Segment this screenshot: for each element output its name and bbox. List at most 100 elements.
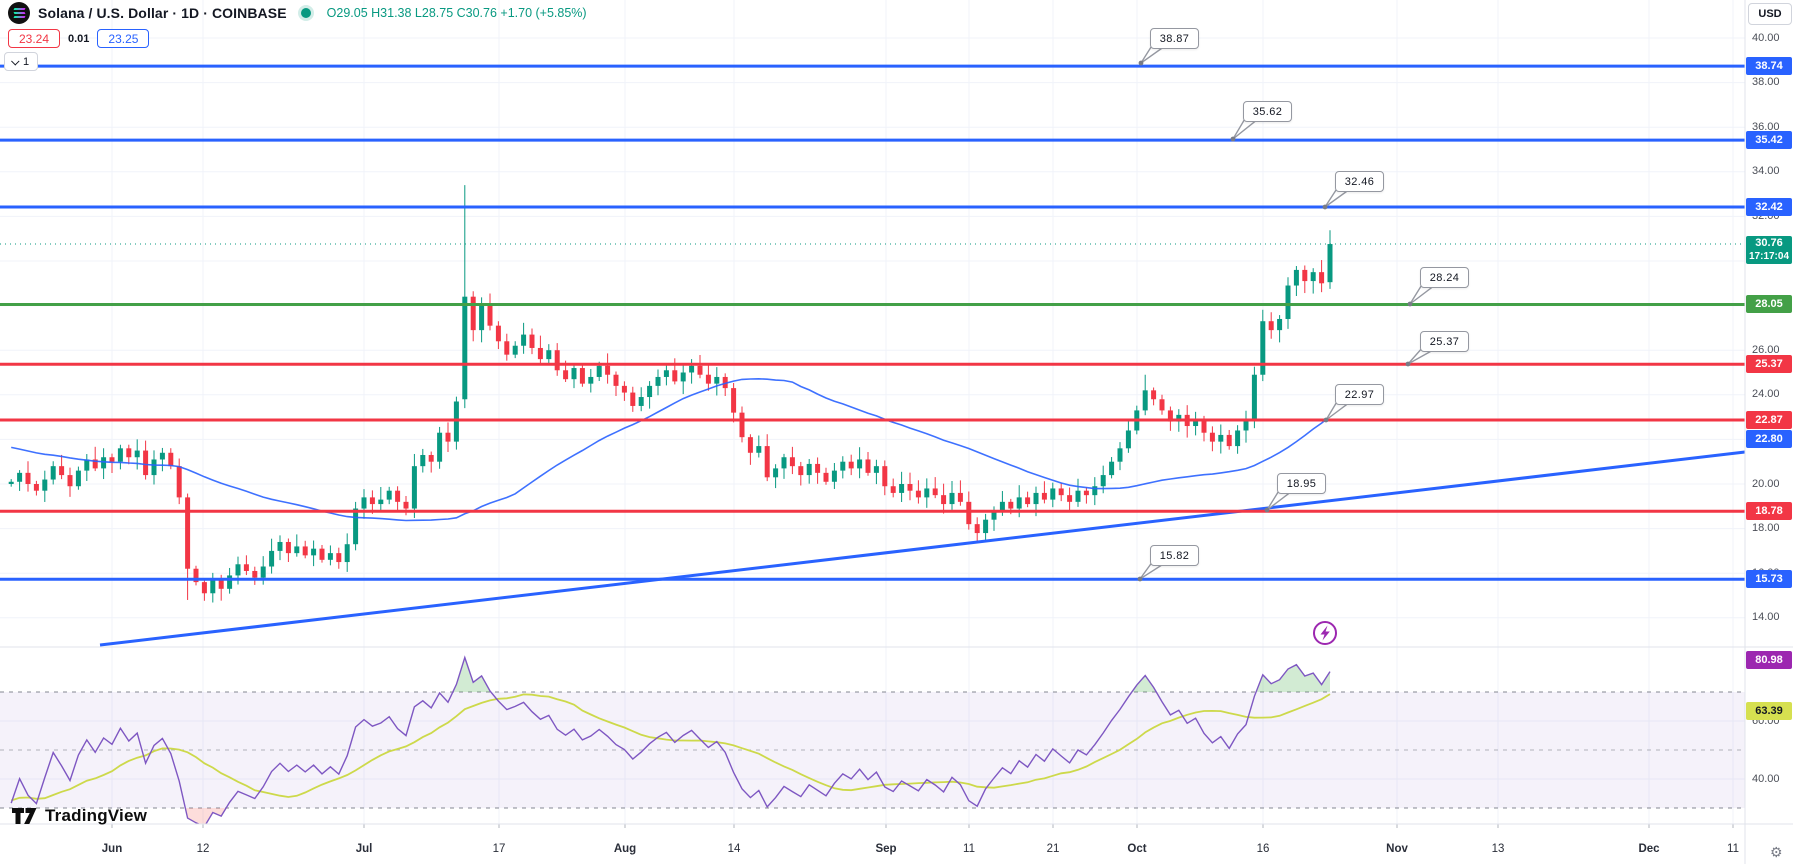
- candle-body: [25, 472, 31, 484]
- price-callout[interactable]: 25.37: [1420, 331, 1469, 352]
- candle-body: [1067, 495, 1073, 502]
- object-count: 1: [22, 55, 30, 68]
- bid-ask-row: 23.24 0.01 23.25: [8, 29, 150, 48]
- candle-body: [941, 495, 947, 505]
- price-callout[interactable]: 38.87: [1150, 28, 1199, 49]
- object-tree-toggle[interactable]: 1: [4, 52, 38, 71]
- candle-body: [361, 497, 367, 509]
- candle-body: [899, 484, 905, 493]
- time-tick-label: 17: [492, 843, 506, 855]
- rsi-tick-label: 40.00: [1752, 772, 1780, 785]
- candle-body: [1050, 488, 1056, 500]
- candle-body: [571, 368, 577, 380]
- candle-body: [714, 376, 720, 384]
- tradingview-brand[interactable]: TradingView: [12, 806, 147, 826]
- time-tick-label: 11: [963, 843, 975, 855]
- candle-body: [873, 466, 879, 473]
- candle-body: [1201, 419, 1207, 433]
- candle-body: [59, 466, 65, 476]
- candle-body: [252, 570, 258, 578]
- candle-body: [17, 472, 23, 482]
- candle-body: [495, 325, 501, 342]
- price-tick-label: 14.00: [1752, 611, 1780, 624]
- price-label: 22.87: [1746, 411, 1792, 429]
- price-callout[interactable]: 15.82: [1150, 545, 1199, 566]
- candle-body: [991, 510, 997, 520]
- candle-body: [50, 466, 56, 480]
- candle-body: [722, 376, 728, 389]
- gear-icon[interactable]: ⚙: [1770, 844, 1783, 860]
- candle-body: [92, 459, 98, 469]
- candle-body: [1268, 321, 1274, 331]
- callout-anchor-dot: [1137, 576, 1143, 582]
- candle-body: [168, 452, 174, 467]
- callout-anchor-dot: [1138, 60, 1144, 66]
- candle-body: [1167, 410, 1173, 422]
- price-callout[interactable]: 28.24: [1420, 267, 1469, 288]
- time-tick-label: 21: [1046, 843, 1060, 855]
- time-tick-label: Nov: [1386, 843, 1408, 855]
- candle-body: [1033, 492, 1039, 505]
- candle-body: [1310, 272, 1316, 282]
- candle-body: [621, 385, 627, 393]
- symbol-title[interactable]: Solana / U.S. Dollar · 1D · COINBASE: [38, 5, 287, 21]
- candle-body: [1277, 318, 1283, 331]
- candle-body: [546, 350, 552, 360]
- candle-body: [1193, 419, 1199, 427]
- candle-body: [84, 459, 90, 471]
- lightning-icon: [1320, 625, 1330, 641]
- candle-body: [1117, 448, 1123, 462]
- candle-body: [1100, 475, 1106, 487]
- candle-body: [109, 457, 115, 462]
- price-label: 25.37: [1746, 355, 1792, 373]
- callout-anchor-dot: [1323, 417, 1329, 423]
- ma-line: [11, 377, 1331, 522]
- price-callout[interactable]: 22.97: [1335, 384, 1384, 405]
- currency-button[interactable]: USD: [1748, 3, 1792, 25]
- price-callout[interactable]: 32.46: [1335, 171, 1384, 192]
- candle-body: [159, 452, 165, 460]
- price-label: 38.74: [1746, 57, 1792, 75]
- candle-body: [823, 472, 829, 482]
- candle-body: [1293, 269, 1299, 286]
- candle-body: [1075, 490, 1081, 502]
- rsi-fill: [452, 657, 1330, 692]
- price-callout[interactable]: 18.95: [1277, 473, 1326, 494]
- price-label: 18.78: [1746, 502, 1792, 520]
- candle-body: [344, 544, 350, 563]
- solana-logo-icon: [8, 2, 30, 24]
- candle-body: [773, 468, 779, 478]
- candle-body: [663, 370, 669, 377]
- candle-body: [932, 488, 938, 496]
- candle-body: [378, 499, 384, 505]
- candle-body: [420, 455, 426, 467]
- candle-body: [630, 392, 636, 406]
- candle-body: [1041, 492, 1047, 500]
- market-status-icon[interactable]: [300, 8, 311, 18]
- candle-body: [101, 457, 107, 469]
- callout-anchor-dot: [1230, 136, 1236, 142]
- candle-body: [1176, 414, 1182, 422]
- candle-body: [353, 508, 359, 545]
- price-tick-label: 18.00: [1752, 522, 1780, 535]
- candle-body: [957, 492, 963, 502]
- trendline[interactable]: [99, 450, 1746, 647]
- candle-body: [1008, 501, 1014, 509]
- candle-body: [134, 450, 140, 458]
- price-tick-label: 26.00: [1752, 343, 1780, 356]
- callout-anchor-dot: [1264, 507, 1270, 513]
- candle-body: [1226, 434, 1232, 447]
- sell-button[interactable]: 23.24: [8, 29, 60, 48]
- candle-body: [243, 564, 249, 571]
- buy-button[interactable]: 23.25: [97, 29, 150, 48]
- price-callout[interactable]: 35.62: [1243, 101, 1292, 122]
- candle-body: [504, 341, 510, 355]
- candle-body: [697, 365, 703, 375]
- candle-body: [865, 459, 871, 473]
- candle-body: [529, 334, 535, 348]
- time-tick-label: 14: [727, 843, 741, 855]
- candle-body: [1151, 390, 1157, 400]
- price-tick-label: 40.00: [1752, 31, 1780, 44]
